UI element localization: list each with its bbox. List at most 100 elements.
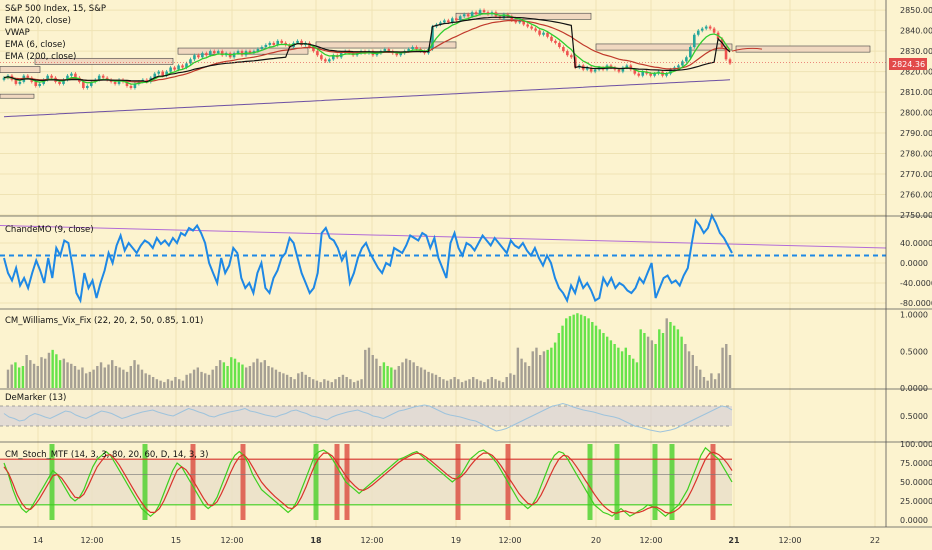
candle-body [689, 47, 692, 58]
vix-bar [25, 355, 28, 388]
candle-body [641, 71, 645, 76]
vix-bar [587, 318, 590, 388]
stoch-mtf-pane[interactable]: 100.0000 75.0000 50.0000 25.0000 0.0000 CM_S… [0, 440, 932, 525]
price-tick-label: 2800.00 [900, 109, 932, 118]
candle-body [248, 51, 252, 54]
candle-body [312, 47, 315, 52]
williams-vix-fix-pane[interactable]: 1.0000 0.5000 0.0000 CM_Williams_Vix_Fix (… [5, 311, 928, 393]
candle-body [518, 20, 522, 23]
candle-body [443, 20, 446, 23]
vix-bar [646, 336, 650, 388]
time-tick-label: 12:00 [498, 536, 521, 545]
vix-bar [118, 367, 121, 388]
demarker-pane[interactable]: 0.5000 DeMarker (13) [0, 393, 928, 433]
candle-body [125, 81, 129, 86]
time-tick-label: 14 [33, 536, 43, 545]
candle-body [296, 40, 299, 43]
candle-body [665, 73, 668, 76]
vix-bar [334, 379, 337, 388]
candle-body [621, 67, 625, 72]
candle-body [704, 26, 708, 29]
vix-bar [538, 355, 542, 388]
vix-bar [669, 322, 672, 388]
candle-body [566, 51, 569, 56]
vix-bar [177, 379, 181, 388]
legend-vwap: VWAP [5, 28, 30, 38]
vix-bar [248, 366, 252, 388]
candle-body [454, 18, 458, 21]
candle-body [692, 34, 696, 48]
price-tick-label: 2780.00 [900, 150, 932, 159]
candle-body [26, 75, 30, 78]
vix-bar [330, 382, 333, 388]
vix-bar [181, 380, 185, 388]
vix-bar [565, 318, 568, 388]
vix-bar [367, 347, 371, 388]
candle-body [288, 44, 291, 48]
candle-body [74, 73, 77, 78]
vix-bar [620, 351, 624, 388]
vix-bar [256, 358, 259, 388]
candle-body [470, 12, 474, 17]
vix-bar [498, 380, 501, 388]
candle-body [681, 61, 684, 66]
price-axis[interactable]: 2850.00 2840.00 2830.00 2820.00 2810.00 2800.… [900, 6, 932, 220]
chande-mo-pane[interactable]: 40.0000 0.0000 -40.0000 -80.0000 ChandeMO (… [0, 212, 932, 309]
zone-box [34, 57, 174, 65]
vix-bar [505, 377, 508, 388]
vix-bar [680, 336, 683, 388]
vix-bar [122, 369, 125, 388]
candle-body [181, 65, 184, 68]
last-price-label: 2824.36 [892, 60, 925, 69]
price-tick-label: 2820.00 [900, 68, 932, 77]
vix-bar [40, 357, 43, 388]
vix-bar [375, 358, 378, 388]
stoch-d-line [3, 451, 733, 514]
candle-body [510, 16, 514, 21]
zone-box [735, 45, 871, 53]
price-pane[interactable]: 2850.00 2840.00 2830.00 2820.00 2810.00 2800.… [0, 4, 932, 220]
cmo-line [3, 212, 733, 304]
vix-bar [192, 369, 196, 388]
vix-bar [654, 344, 657, 388]
candle-body [458, 16, 462, 21]
vix-bar [572, 314, 575, 388]
candle-body [70, 73, 73, 76]
vix-bar [51, 349, 54, 388]
vix-bar [233, 358, 237, 388]
candle-body [653, 73, 656, 76]
time-axis[interactable]: 14 12:00 15 12:00 18 12:00 19 12:00 20 12:00 21 12:… [33, 536, 880, 545]
vix-bar [103, 367, 106, 388]
vix-bar [151, 377, 155, 388]
vix-bar [215, 366, 218, 388]
vix-bar [218, 360, 222, 388]
vix-bar [412, 362, 415, 388]
vix-bar [36, 366, 39, 388]
candle-body [38, 83, 42, 86]
candle-body [260, 47, 264, 50]
candle-body [550, 36, 553, 41]
candle-body [201, 53, 204, 58]
vix-bar [672, 325, 676, 388]
vix-bar [259, 362, 263, 388]
candle-body [58, 81, 61, 84]
candle-body [585, 67, 589, 70]
vix-bar [66, 362, 69, 388]
price-tick-label: 2790.00 [900, 129, 932, 138]
vix-bar [486, 379, 490, 388]
stoch-sell-bar [344, 444, 350, 520]
vix-bar [628, 355, 631, 388]
vix-bar [445, 380, 449, 388]
ema200-line [3, 79, 731, 118]
vix-bar [204, 373, 207, 388]
vix-bar [416, 366, 419, 388]
candle-body [272, 42, 276, 45]
candle-body [105, 77, 109, 80]
vix-bar [226, 366, 229, 388]
vix-tick-label: 0.0000 [900, 384, 928, 393]
candle-body [462, 14, 466, 17]
candle-body [86, 85, 89, 88]
stoch-sell-bar [710, 444, 716, 520]
vix-bar [274, 369, 278, 388]
